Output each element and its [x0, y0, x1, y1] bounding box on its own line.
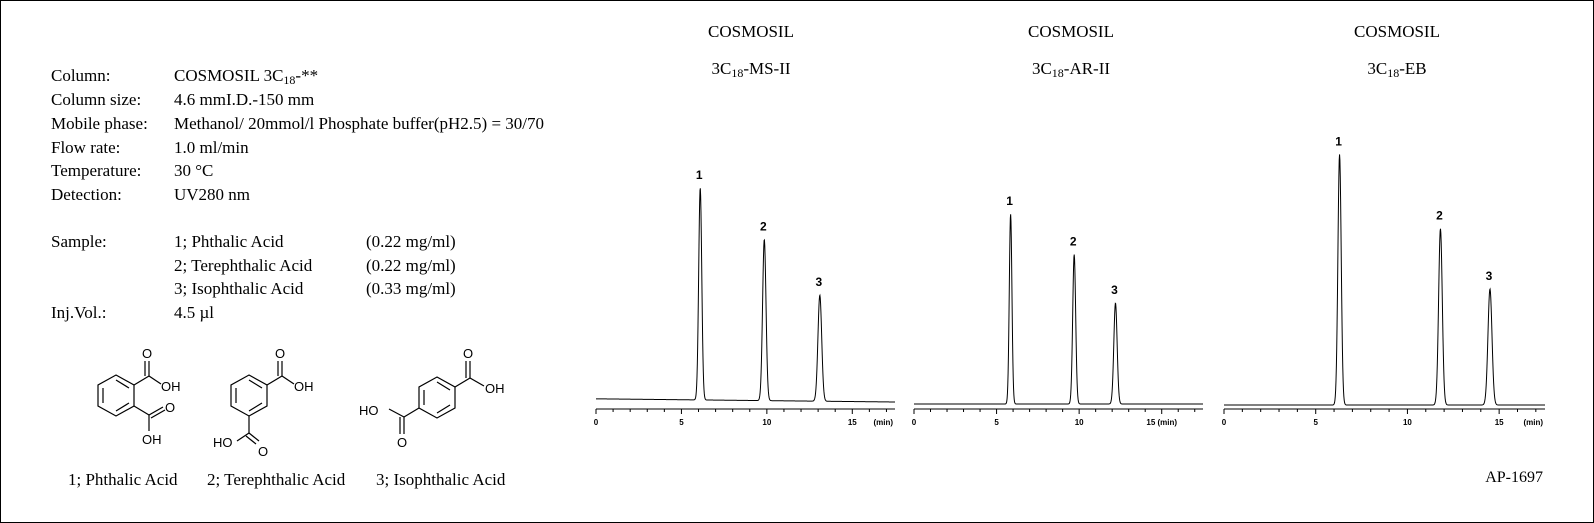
chart-3-title-line2: 3C18-EB [1327, 59, 1467, 79]
temperature-label: Temperature: [51, 161, 142, 180]
column-value-suffix: -** [295, 66, 319, 85]
chart-2-title-suffix: -AR-II [1063, 59, 1111, 78]
x-tick-label: 5 [679, 418, 684, 427]
atom-o: O [165, 400, 175, 415]
mobile-phase-label: Mobile phase: [51, 114, 148, 133]
column-value-sub: 18 [283, 73, 296, 87]
chart-1-title-sub: 18 [731, 66, 744, 80]
column-label: Column: [51, 66, 111, 85]
temperature-value: 30 °C [174, 161, 214, 180]
sample-concentration: (0.33 mg/ml) [366, 279, 456, 298]
atom-o: O [463, 346, 473, 361]
x-tick-label: 10 [762, 418, 771, 427]
atom-oh: OH [142, 432, 162, 447]
sample-label: Sample: [51, 232, 107, 251]
atom-ho: HO [213, 435, 233, 450]
atom-oh: OH [294, 379, 314, 394]
detection-label: Detection: [51, 185, 122, 204]
sample-name: 3; Isophthalic Acid [174, 279, 304, 298]
structure-label-3: 3; Isophthalic Acid [376, 470, 506, 489]
atom-oh: OH [161, 379, 181, 394]
chromatogram-trace [1224, 154, 1545, 406]
chart-1-title-line2: 3C18-MS-II [681, 59, 821, 79]
x-tick-label: 15 [1495, 418, 1504, 427]
mobile-phase-value: Methanol/ 20mmol/l Phosphate buffer(pH2.… [174, 114, 545, 133]
x-tick-label: 10 [1075, 418, 1084, 427]
column-size-label: Column size: [51, 90, 142, 109]
sample-concentration: (0.22 mg/ml) [366, 256, 456, 275]
inj-vol-label: Inj.Vol.: [51, 303, 107, 322]
peak-label: 3 [1111, 283, 1118, 297]
sample-concentration: (0.22 mg/ml) [366, 232, 456, 251]
x-tick-label: 0 [594, 418, 599, 427]
chart-3-title-sub: 18 [1387, 66, 1400, 80]
phthalic-acid-structure: O OH O OH [97, 346, 181, 447]
peak-label: 1 [1335, 134, 1342, 148]
chart-2-title-prefix: 3C [1031, 59, 1052, 78]
chromatogram-trace [914, 214, 1203, 405]
chart-2-title-line1: COSMOSIL [1028, 22, 1114, 41]
peak-label: 2 [1070, 235, 1077, 249]
atom-o: O [258, 444, 268, 459]
peak-label: 3 [815, 275, 822, 289]
x-tick-label: 5 [994, 418, 999, 427]
peak-label: 1 [696, 168, 703, 182]
x-tick-label: 0 [912, 418, 917, 427]
sample-name: 2; Terephthalic Acid [174, 256, 313, 275]
peak-label: 2 [760, 219, 767, 233]
peak-label: 2 [1436, 209, 1443, 223]
chart-1-title-suffix: -MS-II [743, 59, 791, 78]
x-tick-label: 10 [1403, 418, 1412, 427]
peak-label: 3 [1486, 269, 1493, 283]
sample-name: 1; Phthalic Acid [174, 232, 284, 251]
column-value: COSMOSIL 3C18-** [174, 64, 318, 88]
atom-o: O [397, 435, 407, 450]
chromatogram-ar-ii: 0 5 10 15 (min) 1 2 3 [912, 194, 1203, 427]
flow-rate-value: 1.0 ml/min [174, 138, 249, 157]
x-tick-label: 0 [1222, 418, 1227, 427]
atom-oh: OH [485, 381, 505, 396]
detection-value: UV280 nm [174, 185, 251, 204]
x-axis-unit-label: (min) [873, 418, 893, 427]
chart-3-title-suffix: -EB [1399, 59, 1427, 78]
chromatogram-trace [596, 188, 895, 403]
flow-rate-label: Flow rate: [51, 138, 121, 157]
reference-code: AP-1697 [1485, 469, 1543, 486]
x-tick-label: 15 (min) [1146, 418, 1177, 427]
inj-vol-value: 4.5 µl [174, 303, 215, 322]
isophthalic-acid-structure: O OH HO O [359, 346, 505, 450]
structure-label-1: 1; Phthalic Acid [68, 470, 178, 489]
x-tick-label: 5 [1313, 418, 1318, 427]
column-size-value: 4.6 mmI.D.-150 mm [174, 90, 315, 109]
atom-ho: HO [359, 403, 379, 418]
terephthalic-acid-structure: O OH HO O [213, 346, 314, 459]
chart-1-title-prefix: 3C [711, 59, 732, 78]
chart-2-title-sub: 18 [1051, 66, 1064, 80]
chromatogram-eb: 0 5 10 15 (min) 1 2 3 [1222, 134, 1545, 427]
peak-label: 1 [1006, 194, 1013, 208]
chromatogram-ms-ii: 0 5 10 15 (min) 1 2 3 [594, 168, 895, 427]
x-axis-unit-label: (min) [1523, 418, 1543, 427]
atom-o: O [142, 346, 152, 361]
atom-o: O [275, 346, 285, 361]
structure-label-2: 2; Terephthalic Acid [207, 470, 346, 489]
chart-3-title-prefix: 3C [1367, 59, 1388, 78]
chart-1-title-line1: COSMOSIL [708, 22, 794, 41]
x-tick-label: 15 [848, 418, 857, 427]
chart-3-title-line1: COSMOSIL [1354, 22, 1440, 41]
chart-2-title-line2: 3C18-AR-II [1001, 59, 1141, 79]
column-value-prefix: COSMOSIL 3C [174, 66, 284, 85]
